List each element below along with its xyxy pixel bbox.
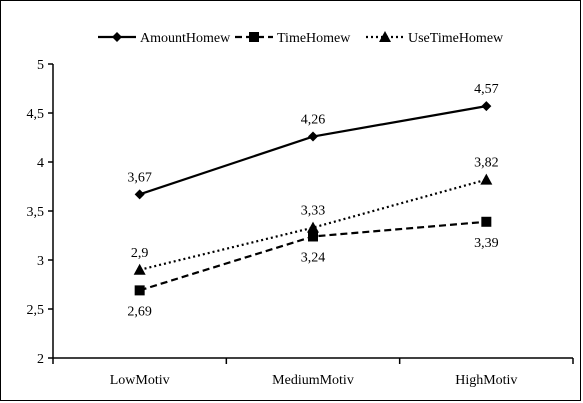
point-timehomew-mediummotiv bbox=[308, 231, 318, 242]
y-tick-label: 4 bbox=[37, 156, 44, 171]
series-amounthomew bbox=[134, 101, 492, 200]
legend-item-amounthomew: AmountHomew bbox=[98, 31, 231, 46]
data-label-timehomew-lowmotiv: 2,69 bbox=[127, 304, 152, 319]
y-tick-label: 3,5 bbox=[27, 205, 45, 220]
series-layer bbox=[133, 101, 493, 296]
data-labels: 3,67 4,26 4,57 2,69 3,24 3,39 2,9 3,33 3,82 bbox=[127, 82, 498, 319]
data-label-usetimehomew-lowmotiv: 2,9 bbox=[131, 246, 149, 261]
point-amounthomew-highmotiv bbox=[481, 101, 492, 112]
legend-label-amounthomew: AmountHomew bbox=[140, 31, 231, 46]
legend-item-timehomew: TimeHomew bbox=[235, 31, 351, 46]
point-amounthomew-mediummotiv bbox=[308, 131, 318, 142]
y-tick-label: 3 bbox=[37, 254, 44, 269]
series-timehomew bbox=[134, 216, 492, 296]
data-label-amounthomew-mediummotiv: 4,26 bbox=[301, 113, 326, 128]
data-label-timehomew-mediummotiv: 3,24 bbox=[301, 250, 326, 265]
legend-marker-amounthomew bbox=[112, 32, 122, 42]
data-label-timehomew-highmotiv: 3,39 bbox=[474, 236, 499, 251]
point-amounthomew-lowmotiv bbox=[134, 189, 145, 200]
x-tick-label-lowmotiv: LowMotiv bbox=[110, 373, 170, 388]
y-tick-label: 2 bbox=[37, 352, 44, 367]
axes: 2 2,5 3 3,5 4 4,5 5 LowMotiv MediumMotiv HighMoti… bbox=[27, 58, 574, 388]
point-usetimehomew-highmotiv bbox=[480, 173, 493, 185]
data-label-amounthomew-highmotiv: 4,57 bbox=[474, 82, 499, 97]
data-label-usetimehomew-mediummotiv: 3,33 bbox=[301, 204, 326, 219]
x-tick-label-mediummotiv: MediumMotiv bbox=[272, 373, 354, 388]
legend-marker-timehomew bbox=[249, 32, 259, 42]
point-timehomew-highmotiv bbox=[481, 216, 492, 227]
y-tick-label: 5 bbox=[37, 58, 44, 73]
y-tick-label: 4,5 bbox=[27, 107, 45, 122]
legend-item-usetimehomew: UseTimeHomew bbox=[366, 31, 504, 46]
point-usetimehomew-lowmotiv bbox=[133, 263, 146, 275]
legend-label-usetimehomew: UseTimeHomew bbox=[408, 31, 504, 46]
data-label-usetimehomew-highmotiv: 3,82 bbox=[474, 156, 499, 171]
legend-marker-usetimehomew bbox=[379, 31, 391, 42]
legend-label-timehomew: TimeHomew bbox=[277, 31, 351, 46]
point-timehomew-lowmotiv bbox=[134, 285, 145, 296]
legend: AmountHomew TimeHomew UseTimeHomew bbox=[98, 31, 504, 46]
series-usetimehomew bbox=[133, 173, 493, 275]
x-tick-label-highmotiv: HighMotiv bbox=[455, 373, 517, 388]
point-usetimehomew-mediummotiv bbox=[307, 221, 319, 233]
y-tick-label: 2,5 bbox=[27, 303, 45, 318]
data-label-amounthomew-lowmotiv: 3,67 bbox=[127, 170, 152, 185]
